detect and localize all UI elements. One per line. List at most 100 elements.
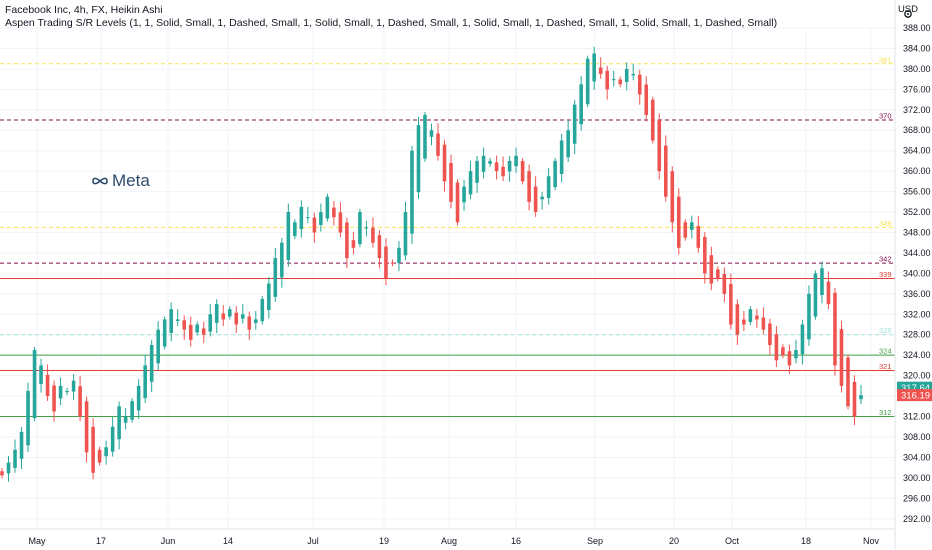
candle-body (71, 380, 76, 392)
candle-body (423, 114, 427, 159)
candle-body (787, 351, 792, 366)
price-badge-label: 316.19 (901, 391, 930, 402)
candle-body (280, 242, 284, 278)
candle-body (703, 236, 707, 274)
candle-body (319, 212, 323, 226)
sr-levels: 381 370 349 342 339 328 324 321 312 (0, 55, 895, 418)
level-label: 312 (879, 408, 892, 417)
meta-logo: Meta (91, 171, 150, 191)
candle-body (65, 390, 69, 393)
candle-body (149, 344, 154, 382)
candle-body (429, 130, 434, 137)
candle-body (455, 182, 460, 223)
y-tick-label: 360.00 (903, 166, 931, 176)
gear-icon[interactable] (903, 6, 913, 18)
candle-body (254, 319, 258, 324)
candle-body (670, 171, 675, 223)
candles (0, 46, 863, 482)
candle-body (839, 329, 844, 386)
level-label: 370 (879, 112, 892, 121)
candle-body (501, 166, 505, 177)
y-tick-label: 336.00 (903, 289, 931, 299)
candle-body (572, 104, 577, 144)
candle-body (240, 314, 245, 319)
candle-body (293, 222, 297, 237)
candle-body (729, 283, 733, 325)
y-tick-label: 296.00 (903, 493, 931, 503)
candle-body (585, 58, 590, 105)
candle-body (97, 449, 102, 463)
candle-body (800, 324, 805, 355)
price-badge-label: 317.64 (901, 383, 930, 394)
candle-body (358, 212, 362, 245)
y-tick-label: 328.00 (903, 330, 931, 340)
candle-body (846, 357, 850, 407)
candle-body (214, 304, 219, 323)
candle-body (332, 207, 336, 218)
y-tick-label: 356.00 (903, 187, 931, 197)
x-tick-label: Sep (587, 536, 603, 546)
x-tick-label: Nov (863, 536, 880, 546)
candle-body (201, 328, 206, 335)
candle-body (566, 130, 570, 158)
candle-body (676, 196, 681, 248)
candle-body (299, 206, 304, 230)
candle-body (345, 222, 349, 259)
candle-body (182, 320, 187, 330)
x-tick-label: Jul (307, 536, 319, 546)
candle-body (52, 385, 56, 412)
candle-body (442, 144, 447, 182)
y-tick-label: 300.00 (903, 473, 931, 483)
candle-body (494, 162, 499, 172)
x-tick-label: 18 (801, 536, 811, 546)
indicator-legend[interactable]: Aspen Trading S/R Levels (1, 1, Solid, S… (5, 17, 778, 29)
candle-body (175, 319, 180, 322)
candle-body (520, 161, 525, 182)
y-tick-label: 320.00 (903, 371, 931, 381)
candle-body (742, 319, 746, 325)
price-axis[interactable]: 292.00 296.00 300.00 304.00 308.00 312.00 316.… (903, 23, 931, 524)
candle-body (527, 171, 531, 202)
candle-body (208, 314, 213, 332)
candle-body (592, 53, 596, 82)
candle-body (755, 315, 759, 320)
candle-body (611, 79, 616, 81)
candle-body (488, 160, 492, 164)
y-tick-label: 324.00 (903, 350, 931, 360)
meta-infinity-icon (92, 177, 108, 185)
y-tick-label: 380.00 (903, 64, 931, 74)
time-axis[interactable]: May 17 Jun 14 Jul 19 Aug 16 Sep 20 Oct 18 Nov (28, 536, 879, 546)
candle-body (807, 293, 811, 340)
x-tick-label: 16 (511, 536, 521, 546)
y-tick-label: 308.00 (903, 432, 931, 442)
level-label: 321 (879, 362, 892, 371)
candle-body (156, 329, 160, 364)
candle-body (32, 350, 37, 419)
candle-body (722, 273, 727, 294)
level-label: 339 (879, 270, 892, 279)
candle-body (117, 406, 121, 440)
candle-body (260, 298, 265, 322)
candle-body (45, 374, 50, 397)
candle-body (859, 395, 863, 400)
x-tick-label: 19 (379, 536, 389, 546)
candle-body (690, 222, 694, 230)
candle-body (540, 196, 544, 200)
y-tick-label: 384.00 (903, 43, 931, 53)
candle-body (794, 350, 798, 359)
y-tick-label: 292.00 (903, 514, 931, 524)
currency-label[interactable]: USD (897, 4, 918, 15)
candle-body (195, 324, 200, 333)
candle-body (683, 222, 688, 238)
candle-body (553, 160, 557, 188)
candle-body (449, 163, 453, 202)
y-tick-label: 304.00 (903, 452, 931, 462)
y-tick-label: 312.00 (903, 412, 931, 422)
candle-body (13, 449, 17, 468)
candle-body (397, 247, 401, 263)
candle-body (774, 334, 779, 361)
x-tick-label: Jun (161, 536, 176, 546)
candle-body (338, 212, 343, 233)
